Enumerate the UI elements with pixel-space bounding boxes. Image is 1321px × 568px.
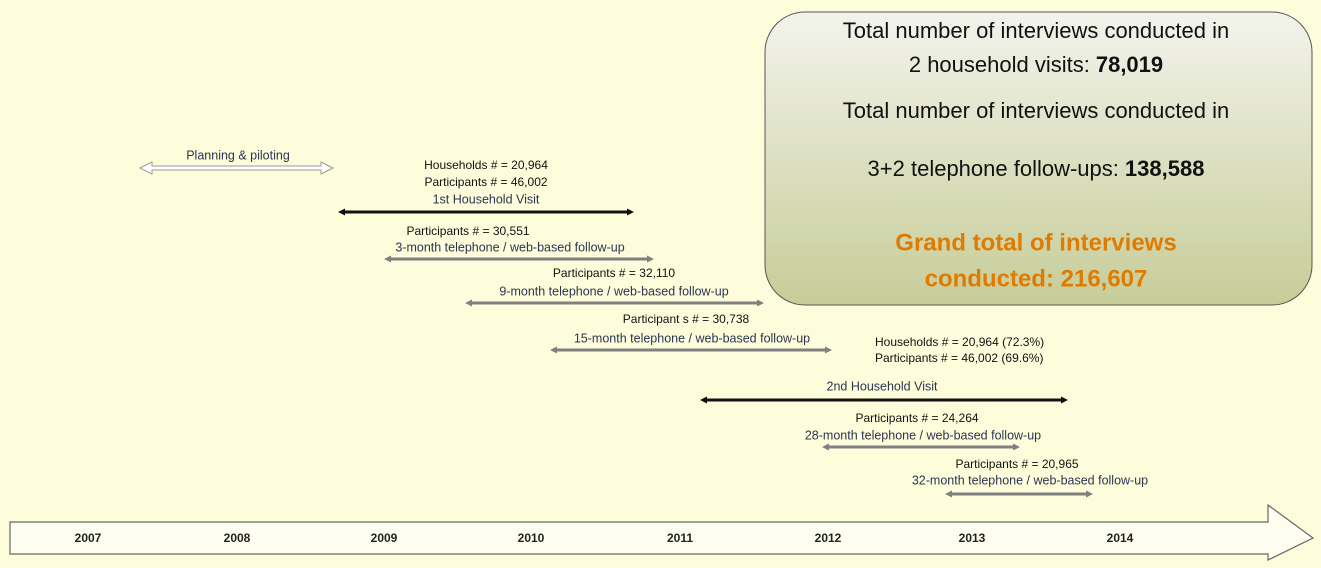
activity-count: Participants # = 32,110 bbox=[553, 266, 676, 280]
activity-name: 2nd Household Visit bbox=[827, 379, 938, 393]
summary-text: 3+2 telephone follow-ups: 138,588 bbox=[868, 156, 1205, 181]
year-label: 2014 bbox=[1107, 531, 1134, 545]
arrow-head bbox=[647, 255, 654, 263]
summary-text: Total number of interviews conducted in bbox=[843, 18, 1229, 43]
arrow-head bbox=[550, 346, 557, 354]
summary-box bbox=[764, 11, 1313, 306]
year-label: 2009 bbox=[371, 531, 398, 545]
summary-text: 3+2 telephone follow-ups: bbox=[868, 156, 1119, 181]
arrow-head bbox=[822, 443, 829, 451]
summary-text: Total number of interviews conducted in bbox=[843, 98, 1229, 123]
activity-count: Households # = 20,964 bbox=[424, 158, 548, 172]
activity-name: 32-month telephone / web-based follow-up bbox=[912, 473, 1148, 487]
summary-text: 2 household visits: 78,019 bbox=[909, 52, 1163, 77]
year-label: 2010 bbox=[518, 531, 545, 545]
arrow-head bbox=[338, 208, 345, 216]
arrow-head bbox=[1061, 396, 1068, 404]
arrow-head bbox=[627, 208, 634, 216]
activity-name: 1st Household Visit bbox=[433, 192, 540, 206]
activity-count: Households # = 20,964 (72.3%) bbox=[875, 335, 1044, 349]
year-label: 2008 bbox=[224, 531, 251, 545]
activity-count: Participants # = 30,551 bbox=[406, 224, 529, 238]
activity-count: Participants # = 20,965 bbox=[955, 457, 1078, 471]
timeline-arrow bbox=[9, 503, 1315, 561]
year-label: 2013 bbox=[959, 531, 986, 545]
summary-value: 138,588 bbox=[1125, 156, 1205, 181]
arrow-head bbox=[1086, 490, 1093, 498]
activity-count: Participant s # = 30,738 bbox=[623, 312, 750, 326]
grand-total: Grand total of interviews bbox=[895, 229, 1176, 256]
activity-name: 3-month telephone / web-based follow-up bbox=[395, 240, 624, 254]
activity-count: Participants # = 46,002 bbox=[424, 175, 547, 189]
arrow-head bbox=[700, 396, 707, 404]
arrow-head bbox=[465, 299, 472, 307]
year-label: 2011 bbox=[667, 531, 693, 545]
arrow-head bbox=[384, 255, 391, 263]
arrow-head bbox=[825, 346, 832, 354]
activity-count: Participants # = 24,264 bbox=[855, 411, 978, 425]
summary-text: 2 household visits: bbox=[909, 52, 1090, 77]
arrow-head bbox=[757, 299, 764, 307]
activity-name: Planning & piloting bbox=[186, 148, 290, 162]
activity-name: 28-month telephone / web-based follow-up bbox=[805, 428, 1041, 442]
grand-total: conducted: 216,607 bbox=[925, 265, 1148, 292]
period-arrow bbox=[138, 161, 335, 175]
activity-name: 15-month telephone / web-based follow-up bbox=[574, 331, 810, 345]
summary-value: 78,019 bbox=[1096, 52, 1163, 77]
year-label: 2012 bbox=[815, 531, 842, 545]
activity-name: 9-month telephone / web-based follow-up bbox=[499, 284, 728, 298]
arrow-head bbox=[1013, 443, 1020, 451]
activity-count: Participants # = 46,002 (69.6%) bbox=[875, 351, 1043, 365]
arrow-head bbox=[945, 490, 952, 498]
year-label: 2007 bbox=[75, 531, 102, 545]
